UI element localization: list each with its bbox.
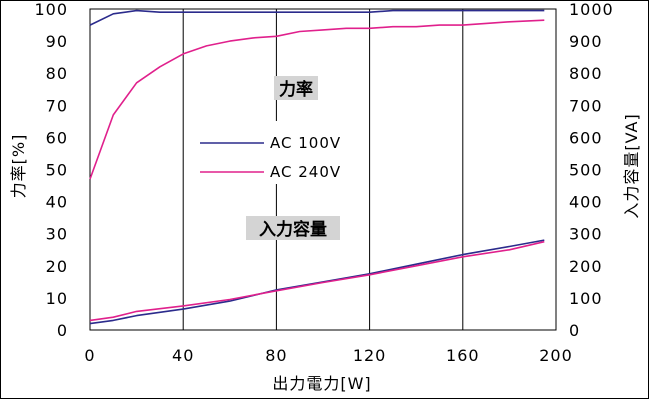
y-right-tick-label: 800	[569, 64, 603, 83]
annotation-input-capacity: 入力容量	[246, 216, 340, 240]
tick-labels: 0 40 80 120 160 20001020304050607080901000100…	[34, 0, 614, 365]
legend-label-ac240v: AC 240V	[270, 163, 341, 181]
x-tick-label: 120	[353, 346, 387, 365]
y-left-tick-label: 100	[34, 0, 68, 19]
y-right-tick-label: 500	[569, 161, 603, 180]
y-left-tick-label: 50	[46, 161, 68, 180]
y-right-tick-label: 100	[569, 289, 603, 308]
legend-label-ac100v: AC 100V	[270, 134, 341, 152]
y-right-tick-label: 700	[569, 96, 603, 115]
y-axis-left-title: 力率[%]	[9, 134, 28, 199]
plot-area	[89, 8, 557, 331]
y-left-tick-label: 30	[46, 225, 68, 244]
y-right-tick-label: 400	[569, 193, 603, 212]
x-axis-title: 出力電力[W]	[272, 374, 371, 393]
y-axis-right-title: 入力容量[VA]	[622, 113, 641, 218]
series-line-power-factor-ac100v	[89, 9, 545, 26]
x-tick-label: 200	[539, 346, 573, 365]
y-left-tick-label: 70	[46, 96, 68, 115]
y-left-tick-label: 90	[46, 32, 68, 51]
y-right-tick-label: 600	[569, 128, 603, 147]
y-left-tick-label: 40	[46, 193, 68, 212]
y-left-tick-label: 80	[46, 64, 68, 83]
annotation-input-capacity-label: 入力容量	[259, 219, 327, 240]
annotation-power-factor-label: 力率	[279, 79, 313, 100]
annotation-power-factor: 力率	[274, 76, 318, 100]
series-line-power-factor-ac240v	[89, 19, 545, 180]
grid	[89, 8, 557, 331]
y-right-tick-label: 1000	[569, 0, 614, 19]
y-right-tick-label: 300	[569, 225, 603, 244]
series-line-input-capacity-ac240v	[89, 240, 545, 322]
x-tick-label: 0	[84, 346, 95, 365]
y-left-tick-label: 60	[46, 128, 68, 147]
x-tick-label: 80	[265, 346, 287, 365]
series-lines	[89, 9, 545, 325]
x-tick-label: 160	[446, 346, 480, 365]
y-left-tick-label: 10	[46, 289, 68, 308]
x-tick-label: 40	[172, 346, 194, 365]
legend: AC 100V AC 240V	[196, 121, 368, 184]
y-left-tick-label: 0	[57, 321, 68, 340]
y-left-tick-label: 20	[46, 257, 68, 276]
y-right-tick-label: 200	[569, 257, 603, 276]
y-right-tick-label: 900	[569, 32, 603, 51]
y-right-tick-label: 0	[569, 321, 580, 340]
